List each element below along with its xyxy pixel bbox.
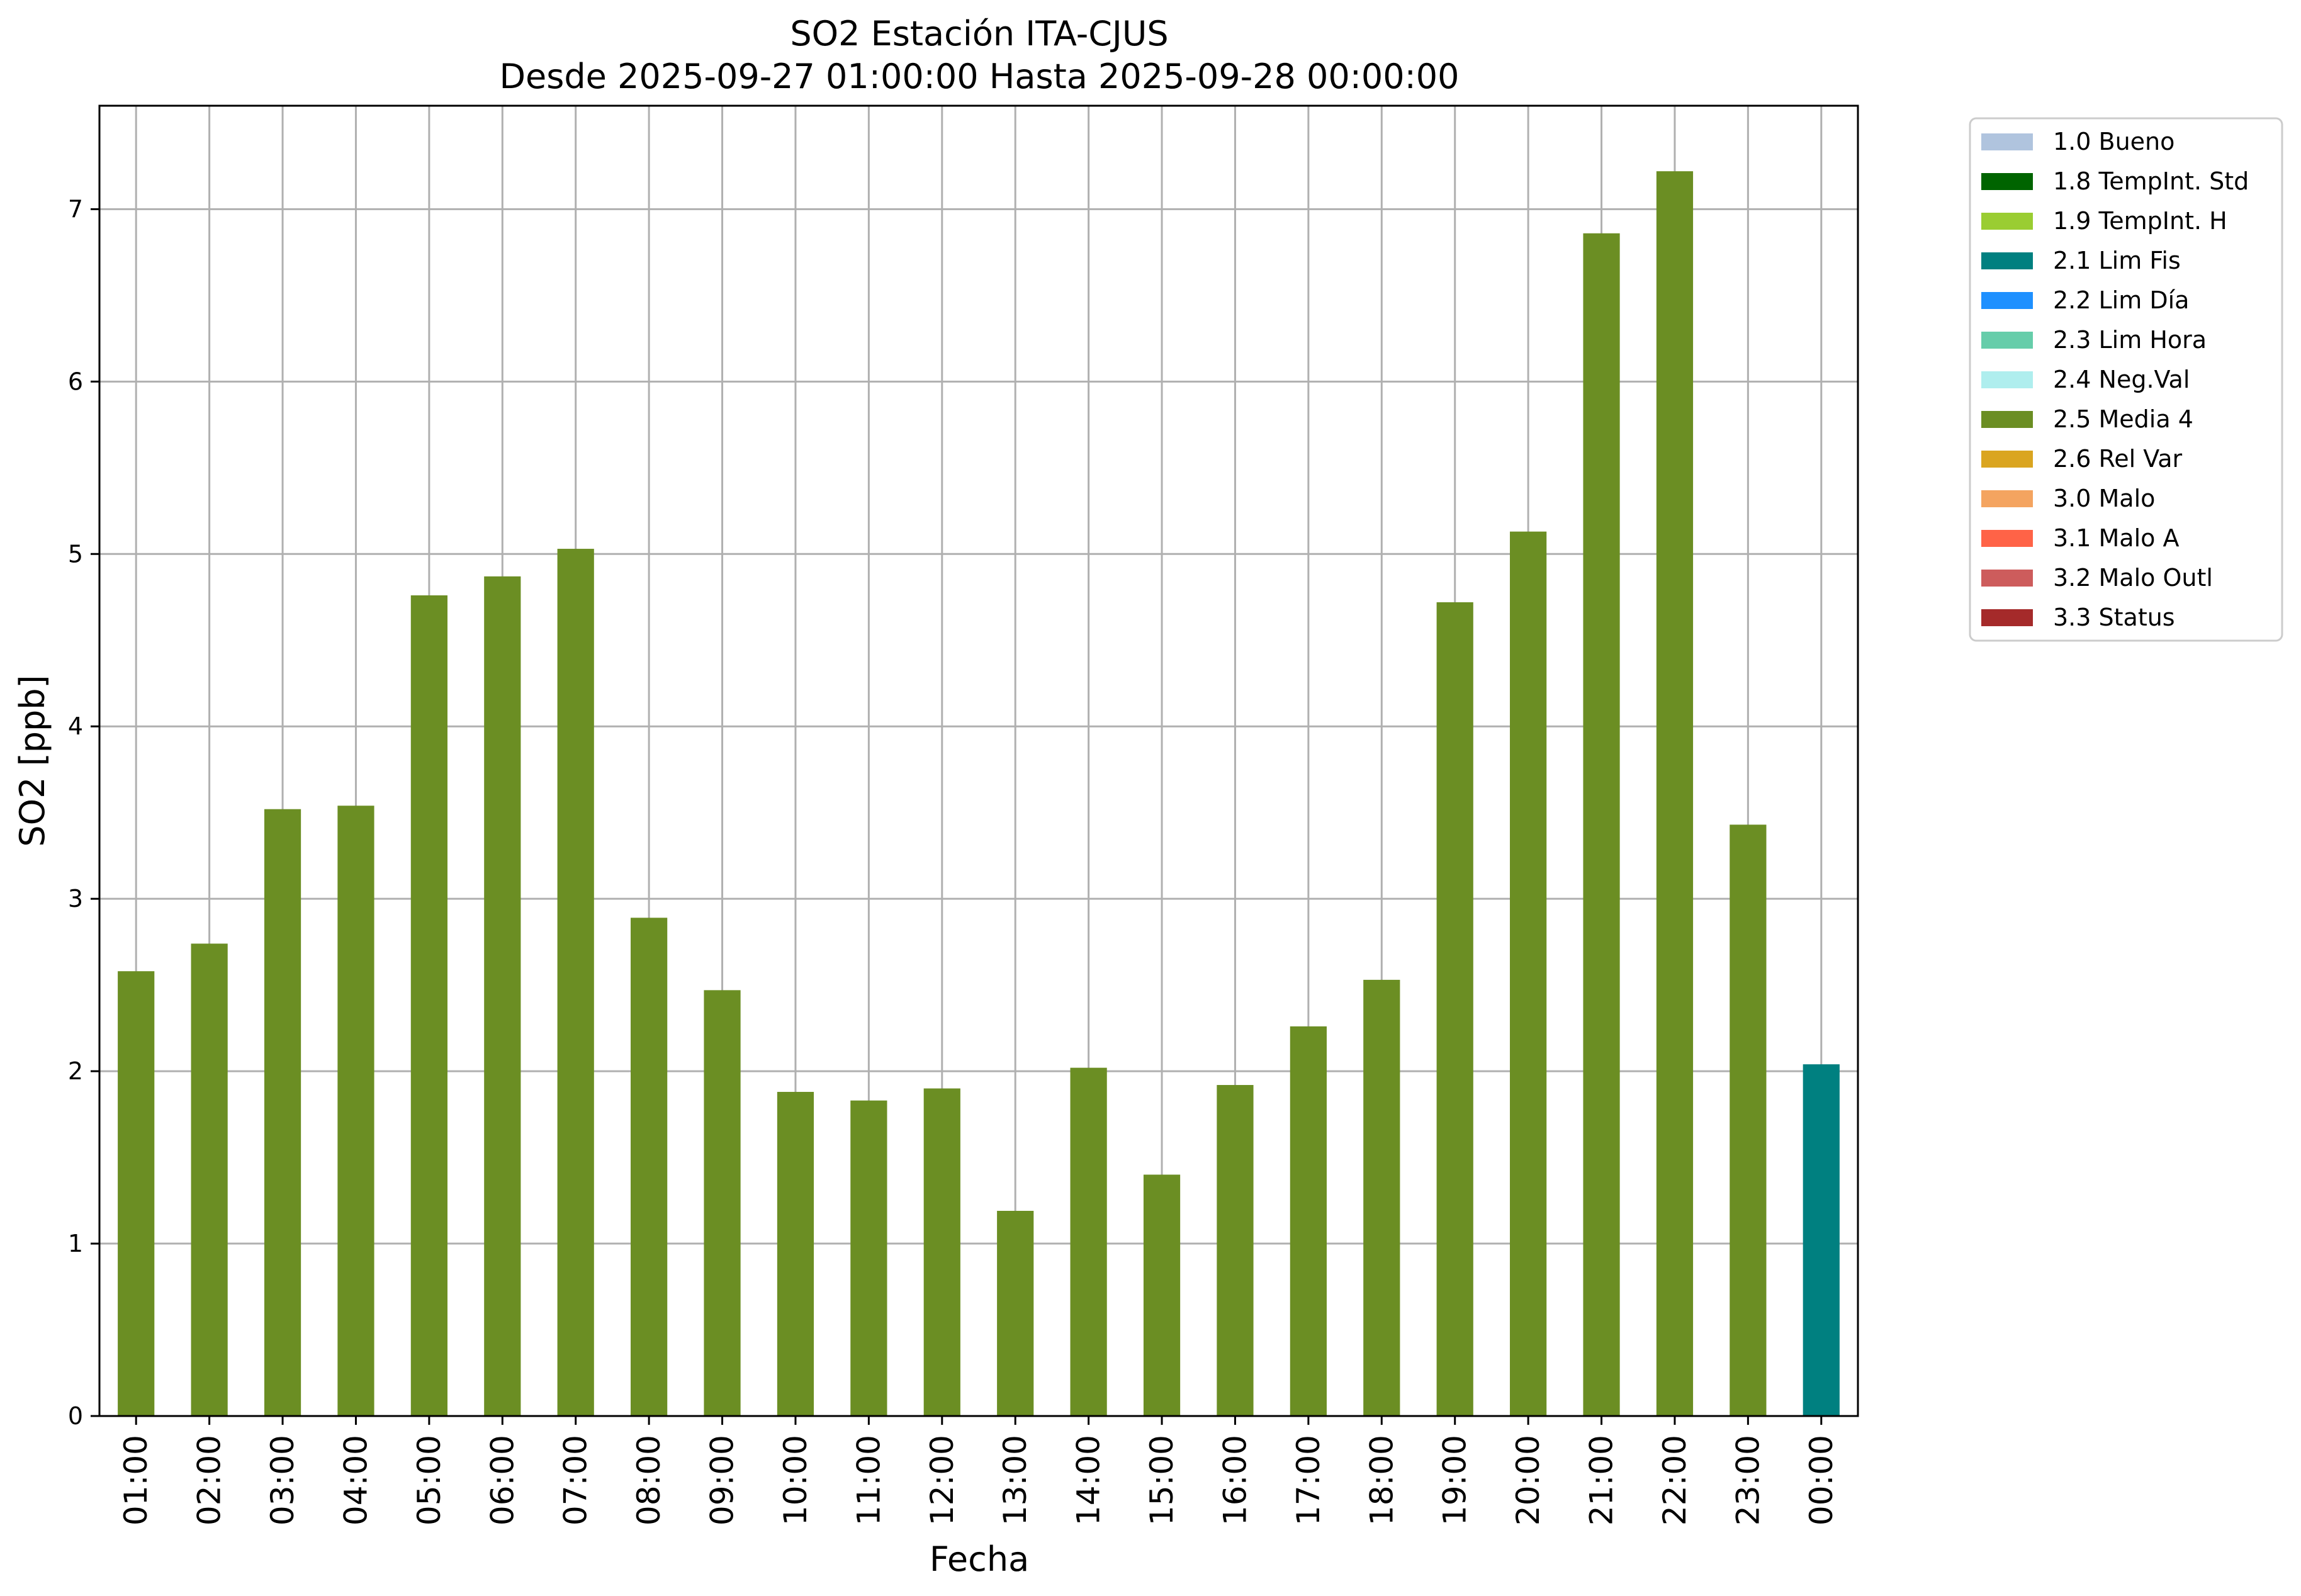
bar-1600 [1217,1085,1254,1416]
legend-swatch [1981,371,2033,388]
legend-label: 2.4 Neg.Val [2053,366,2190,393]
legend-swatch [1981,332,2033,349]
bar-0100 [118,971,155,1416]
x-tick-label: 20:00 [1510,1435,1546,1526]
legend-label: 1.9 TempInt. H [2053,207,2227,235]
x-tick-label: 06:00 [484,1435,520,1526]
x-tick-label: 03:00 [264,1435,301,1526]
x-tick-label: 23:00 [1730,1435,1766,1526]
legend-label: 2.6 Rel Var [2053,445,2183,473]
y-axis-title: SO2 [ppb] [13,675,52,846]
bar-0800 [631,918,668,1416]
legend-label: 3.2 Malo Outl [2053,564,2213,592]
bars [118,171,1840,1417]
legend: 1.0 Bueno 1.8 TempInt. Std 1.9 TempInt. H 2… [1969,117,2283,642]
x-tick-label: 04:00 [337,1435,374,1526]
legend-swatch [1981,451,2033,468]
legend-swatch [1981,411,2033,428]
legend-swatch [1981,609,2033,626]
legend-swatch [1981,292,2033,309]
bar-0400 [337,806,374,1416]
x-tick-label: 21:00 [1584,1435,1620,1526]
bar-0300 [264,809,301,1416]
bar-0000 [1803,1064,1840,1416]
legend-box [1969,117,2283,642]
x-tick-label: 09:00 [704,1435,741,1526]
legend-label: 2.2 Lim Día [2053,286,2189,314]
y-axis-ticks: 0 1 2 3 4 5 6 7 [68,195,99,1430]
bar-2000 [1510,531,1547,1416]
bar-0200 [191,943,228,1416]
legend-swatch [1981,530,2033,547]
bar-1500 [1143,1174,1181,1416]
legend-swatch [1981,213,2033,230]
x-tick-label: 16:00 [1217,1435,1253,1526]
x-tick-label: 07:00 [558,1435,594,1526]
x-tick-label: 13:00 [997,1435,1033,1526]
bar-2200 [1656,171,1694,1417]
legend-swatch [1981,570,2033,587]
x-tick-label: 08:00 [631,1435,667,1526]
bar-1200 [923,1088,960,1416]
bar-1900 [1436,602,1473,1416]
legend-swatch [1981,490,2033,507]
legend-label: 3.3 Status [2053,604,2175,631]
legend-label: 1.8 TempInt. Std [2053,167,2249,195]
y-tick-label: 6 [68,368,83,395]
x-tick-label: 11:00 [850,1435,887,1526]
chart-title: SO2 Estación ITA-CJUS [790,14,1168,53]
x-tick-label: 15:00 [1144,1435,1180,1526]
y-tick-label: 5 [68,540,83,568]
bar-1800 [1363,979,1400,1416]
bar-0900 [704,990,741,1416]
legend-label: 2.5 Media 4 [2053,405,2193,433]
legend-label: 3.1 Malo A [2053,524,2179,552]
bar-0600 [484,576,521,1416]
legend-label: 1.0 Bueno [2053,128,2174,155]
x-tick-label: 12:00 [924,1435,960,1526]
bar-0700 [557,549,594,1417]
x-axis-ticks: 01:00 02:00 03:00 04:00 05:00 06:00 07:00 08:00… [118,1416,1840,1526]
legend-label: 3.0 Malo [2053,485,2155,512]
bar-1700 [1290,1026,1327,1416]
y-tick-label: 0 [68,1402,83,1430]
bar-0500 [410,595,447,1416]
bar-2100 [1583,233,1620,1416]
bar-1100 [850,1100,887,1416]
y-tick-label: 2 [68,1057,83,1085]
x-tick-label: 10:00 [777,1435,814,1526]
x-tick-label: 01:00 [118,1435,154,1526]
chart-subtitle: Desde 2025-09-27 01:00:00 Hasta 2025-09-… [499,57,1459,96]
plot-frame [98,104,1859,1417]
bar-1000 [777,1091,814,1416]
y-tick-label: 4 [68,712,83,740]
bar-2300 [1730,824,1767,1416]
legend-label: 2.1 Lim Fis [2053,247,2181,274]
bar-1300 [997,1211,1034,1416]
x-tick-label: 17:00 [1290,1435,1327,1526]
chart-title-group: SO2 Estación ITA-CJUS Desde 2025-09-27 0… [499,14,1459,96]
x-tick-label: 14:00 [1071,1435,1107,1526]
y-tick-label: 1 [68,1230,83,1257]
legend-items: 1.0 Bueno 1.8 TempInt. Std 1.9 TempInt. H 2… [1981,128,2249,631]
x-tick-label: 02:00 [191,1435,228,1526]
legend-swatch [1981,173,2033,190]
x-axis-title: Fecha [930,1539,1029,1579]
y-tick-label: 7 [68,195,83,223]
legend-label: 2.3 Lim Hora [2053,326,2207,354]
x-tick-label: 00:00 [1803,1435,1840,1526]
x-tick-label: 22:00 [1657,1435,1693,1526]
legend-swatch [1981,133,2033,150]
y-tick-label: 3 [68,885,83,913]
x-tick-label: 19:00 [1437,1435,1473,1526]
bar-1400 [1070,1067,1107,1416]
x-tick-label: 05:00 [411,1435,447,1526]
x-tick-label: 18:00 [1363,1435,1400,1526]
legend-swatch [1981,252,2033,269]
